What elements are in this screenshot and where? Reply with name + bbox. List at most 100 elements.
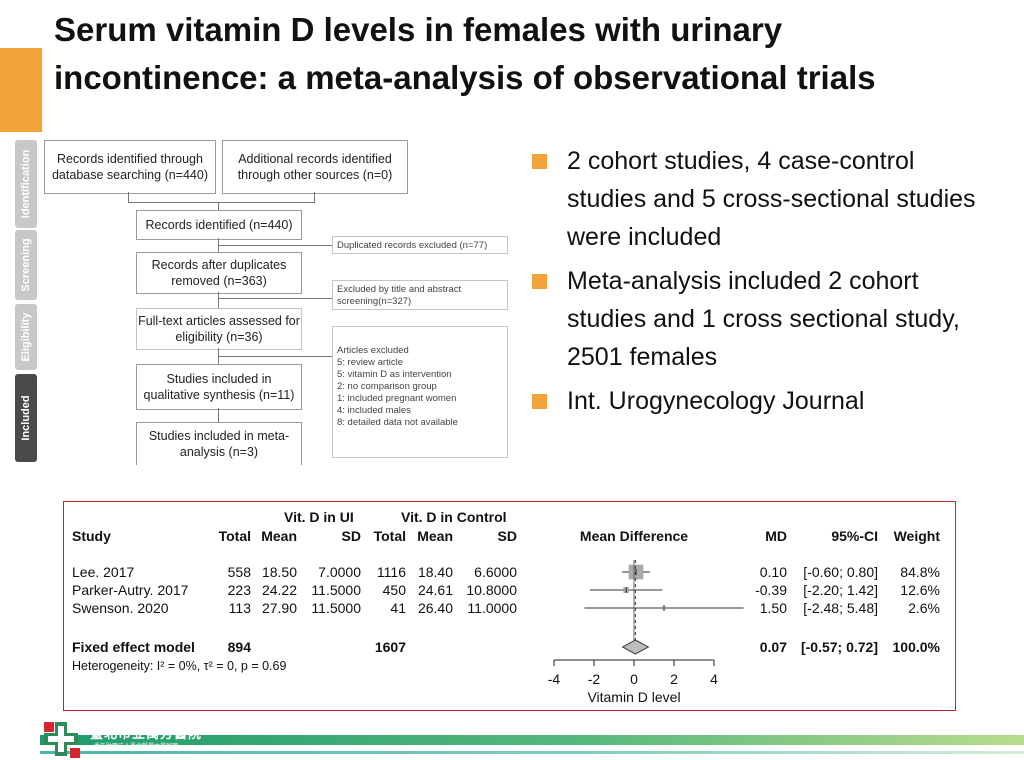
heterogeneity-text: Heterogeneity: I² = 0%, τ² = 0, p = 0.69: [72, 659, 286, 673]
study-md: 1.50: [760, 600, 787, 616]
box-qualitative-synthesis: Studies included in qualitative synthesi…: [136, 364, 302, 410]
prisma-flow-diagram: Identification Screening Eligibility Inc…: [0, 134, 520, 465]
x-tick-label: 2: [670, 671, 678, 687]
fixed-model-label: Fixed effect model: [72, 639, 195, 655]
articles-excluded-item: 5: vitamin D as intervention: [337, 369, 452, 380]
study-name: Swenson. 2020: [72, 600, 169, 616]
study-md: -0.39: [755, 582, 787, 598]
connector: [128, 202, 315, 203]
study-ci: [-2.48; 5.48]: [803, 600, 878, 616]
bullet-list: 2 cohort studies, 4 case-control studies…: [530, 142, 1000, 426]
forest-plot: Vit. D in UI Vit. D in Control Study Tot…: [72, 509, 941, 705]
box-fulltext-assessed: Full-text articles assessed for eligibil…: [136, 308, 302, 350]
bullet-item: Meta-analysis included 2 cohort studies …: [530, 262, 1000, 376]
fixed-weight: 100.0%: [893, 639, 941, 655]
connector: [218, 356, 332, 357]
study-mean-ui: 18.50: [262, 564, 297, 580]
x-axis-label: Vitamin D level: [587, 689, 680, 705]
accent-bar: [0, 48, 42, 132]
articles-excluded-item: 8: detailed data not available: [337, 417, 458, 428]
box-excluded-title-abstract: Excluded by title and abstract screening…: [332, 280, 508, 310]
title-line-2: incontinence: a meta-analysis of observa…: [54, 59, 876, 96]
study-sd-ctrl: 11.0000: [467, 600, 517, 616]
articles-excluded-head: Articles excluded: [337, 345, 409, 356]
footer-stripe: [40, 735, 1024, 745]
study-weight: 84.8%: [900, 564, 940, 580]
x-tick-label: 4: [710, 671, 718, 687]
col-md: MD: [765, 528, 787, 544]
study-name: Parker-Autry. 2017: [72, 582, 189, 598]
study-total-ctrl: 1116: [377, 564, 406, 580]
col-sd-ui: SD: [342, 528, 361, 544]
hospital-logo-icon: [44, 722, 80, 758]
x-tick-label: -2: [588, 671, 601, 687]
connector: [218, 245, 332, 246]
bullet-item: 2 cohort studies, 4 case-control studies…: [530, 142, 1000, 256]
connector: [218, 202, 219, 210]
study-weight: 12.6%: [900, 582, 940, 598]
col-sd-ctrl: SD: [498, 528, 517, 544]
study-ci: [-0.60; 0.80]: [803, 564, 878, 580]
connector: [218, 408, 219, 422]
box-records-identified: Records identified (n=440): [136, 210, 302, 240]
study-sd-ctrl: 10.8000: [466, 582, 517, 598]
study-total-ui: 223: [228, 582, 252, 598]
box-after-duplicates: Records after duplicates removed (n=363): [136, 252, 302, 294]
phase-screening: Screening: [15, 230, 37, 300]
articles-excluded-item: 1: included pregnant women: [337, 393, 457, 404]
col-study: Study: [72, 528, 111, 544]
study-mean-ctrl: 24.61: [418, 582, 453, 598]
phase-identification: Identification: [15, 140, 37, 228]
connector: [314, 192, 315, 202]
box-records-other: Additional records identified through ot…: [222, 140, 408, 194]
articles-excluded-item: 4: included males: [337, 405, 411, 416]
group-ui-header: Vit. D in UI: [284, 509, 354, 525]
study-total-ui: 558: [228, 564, 252, 580]
col-mean-ctrl: Mean: [417, 528, 453, 544]
x-tick-label: -4: [548, 671, 561, 687]
col-weight: Weight: [894, 528, 941, 544]
study-sd-ui: 7.0000: [318, 564, 361, 580]
fixed-effect-diamond: [621, 639, 650, 655]
hospital-subtitle: -委託財團法人臺北醫學大學辦理-: [92, 744, 180, 750]
articles-excluded-item: 2: no comparison group: [337, 381, 437, 392]
col-mean-ui: Mean: [261, 528, 297, 544]
fixed-total-ctrl: 1607: [375, 639, 406, 655]
study-mean-ctrl: 18.40: [418, 564, 453, 580]
connector: [218, 292, 219, 308]
col-mean-difference: Mean Difference: [580, 528, 688, 544]
box-records-database: Records identified through database sear…: [44, 140, 216, 194]
footer: 臺北市立萬芳醫院 -委託財團法人臺北醫學大學辦理-: [0, 714, 1024, 760]
study-sd-ui: 11.5000: [311, 582, 361, 598]
box-meta-analysis: Studies included in meta-analysis (n=3): [136, 422, 302, 465]
forest-plot-panel: Vit. D in UI Vit. D in Control Study Tot…: [63, 501, 956, 711]
bullet-item: Int. Urogynecology Journal: [530, 382, 1000, 420]
col-total-ctrl: Total: [374, 528, 406, 544]
title-line-1: Serum vitamin D levels in females with u…: [54, 11, 783, 48]
study-name: Lee. 2017: [72, 564, 134, 580]
study-mean-ctrl: 26.40: [418, 600, 453, 616]
col-ci: 95%-CI: [831, 528, 878, 544]
x-tick-label: 0: [630, 671, 638, 687]
connector: [128, 192, 129, 202]
box-articles-excluded: Articles excluded 5: review article 5: v…: [332, 326, 508, 458]
phase-included: Included: [15, 374, 37, 462]
study-total-ctrl: 450: [383, 582, 407, 598]
study-mean-ui: 24.22: [262, 582, 297, 598]
box-duplicates-excluded: Duplicated records excluded (n=77): [332, 236, 508, 254]
study-total-ctrl: 41: [390, 600, 406, 616]
fixed-total-ui: 894: [228, 639, 252, 655]
connector: [218, 298, 332, 299]
fixed-ci: [-0.57; 0.72]: [801, 639, 878, 655]
hospital-name: 臺北市立萬芳醫院: [90, 726, 203, 741]
slide-title: Serum vitamin D levels in females with u…: [54, 6, 1014, 102]
fixed-md: 0.07: [760, 639, 787, 655]
study-mean-ui: 27.90: [262, 600, 297, 616]
group-control-header: Vit. D in Control: [401, 509, 507, 525]
study-sd-ctrl: 6.6000: [474, 564, 517, 580]
study-sd-ui: 11.5000: [311, 600, 361, 616]
study-ci: [-2.20; 1.42]: [803, 582, 878, 598]
study-md: 0.10: [760, 564, 787, 580]
study-total-ui: 113: [229, 600, 252, 616]
study-weight: 2.6%: [908, 600, 940, 616]
